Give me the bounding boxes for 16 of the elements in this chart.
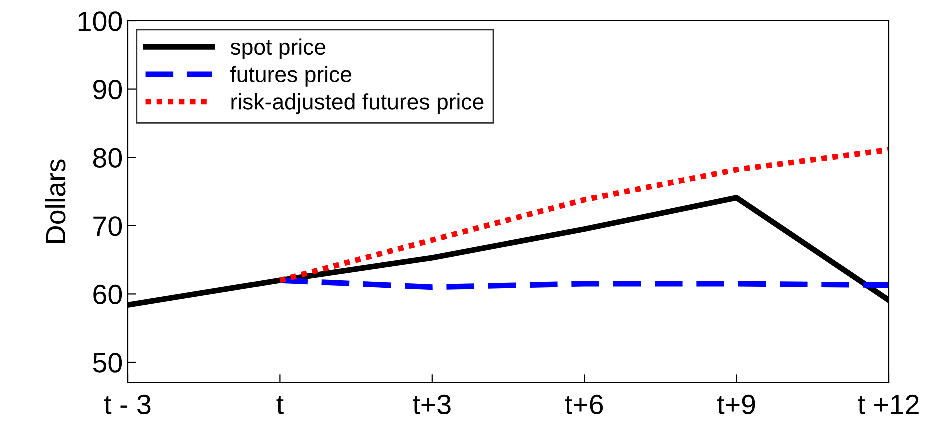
- legend-label: risk-adjusted futures price: [232, 94, 484, 114]
- y-tick-label: 90: [94, 80, 122, 100]
- legend-label: futures price: [230, 66, 352, 87]
- y-tick-label: 100: [78, 12, 122, 32]
- x-tick-label: t - 3: [104, 394, 151, 415]
- y-tick-label: 50: [93, 353, 122, 373]
- x-tick-label: t+3: [413, 394, 451, 415]
- x-tick-label: t+9: [718, 394, 756, 415]
- y-tick-label: 70: [94, 216, 122, 236]
- legend-label: spot price: [230, 38, 326, 60]
- x-tick-label: t+6: [565, 394, 604, 415]
- y-axis-title: Dollars: [45, 160, 66, 243]
- x-tick-label: t: [276, 396, 284, 414]
- y-tick-label: 80: [93, 148, 122, 168]
- x-tick-label: t +12: [858, 394, 919, 414]
- y-tick-label: 60: [94, 284, 122, 305]
